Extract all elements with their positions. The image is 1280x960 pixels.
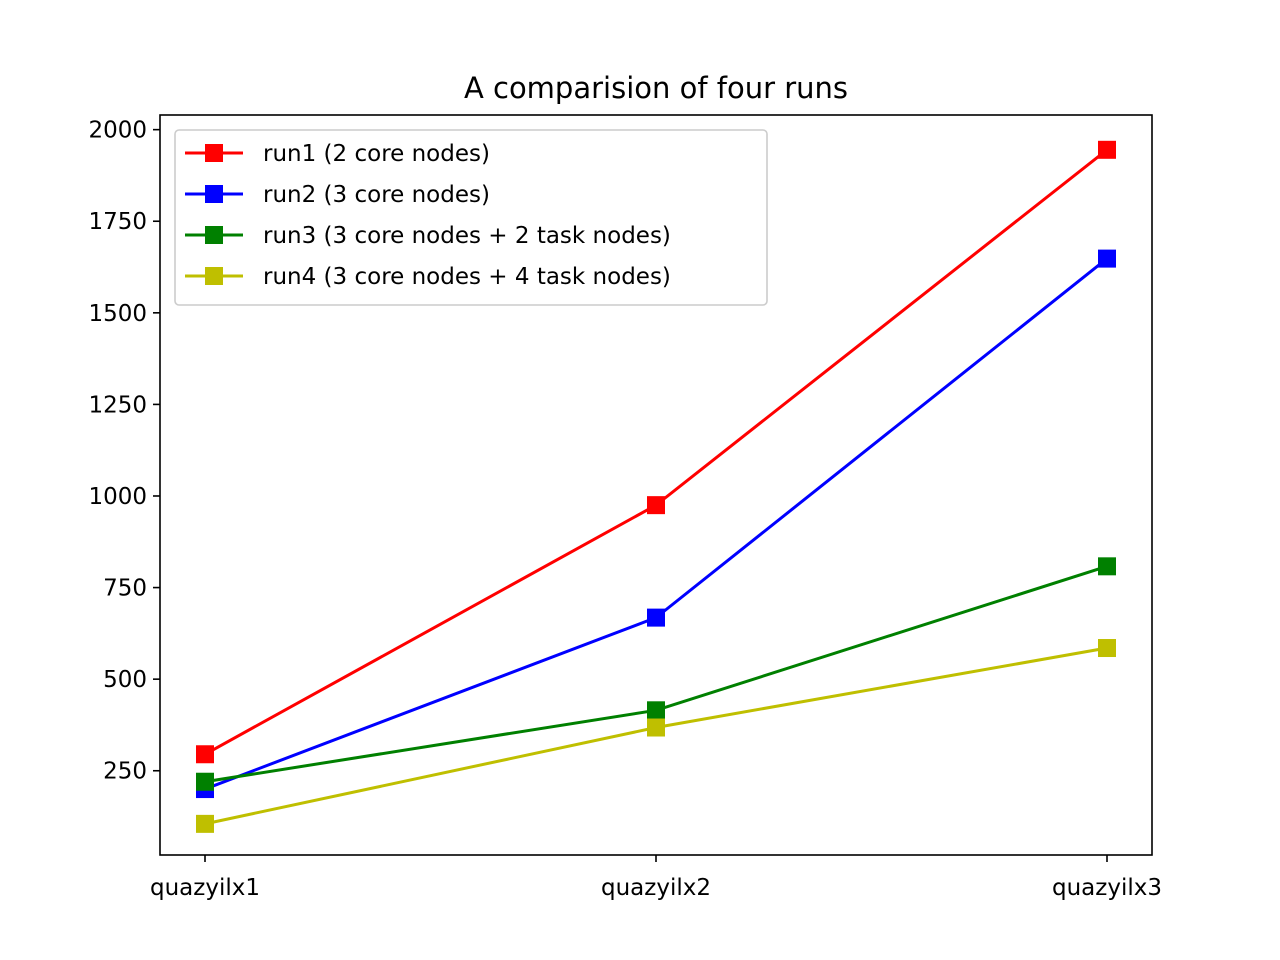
legend-item: run1 (2 core nodes) (185, 141, 490, 167)
data-point-marker (647, 496, 665, 515)
legend-marker (205, 267, 223, 285)
data-point-marker (647, 701, 665, 720)
data-point-marker (1098, 557, 1116, 576)
legend: run1 (2 core nodes) run2 (3 core nodes) ru… (174, 129, 768, 306)
y-tick-label: 1500 (88, 301, 147, 327)
y-tick-label: 2000 (88, 118, 147, 144)
y-tick-label: 1250 (88, 392, 147, 418)
y-tick-label: 250 (103, 759, 147, 785)
y-tick-label: 1000 (88, 484, 147, 510)
data-point-marker (1098, 140, 1116, 159)
chart-title: A comparision of four runs (464, 71, 848, 105)
legend-item: run4 (3 core nodes + 4 task nodes) (185, 264, 671, 290)
x-tick-label: quazyilx1 (150, 875, 260, 901)
data-point-marker (1098, 639, 1116, 658)
legend-box (174, 129, 768, 306)
x-axis: quazyilx1 quazyilx2 quazyilx3 (150, 855, 1162, 901)
x-tick-label: quazyilx2 (601, 875, 711, 901)
series-run4 (196, 639, 1116, 833)
data-point-marker (647, 718, 665, 737)
y-tick-label: 500 (103, 667, 147, 693)
y-axis: 250 500 750 1000 1250 1500 1750 2000 (88, 118, 160, 785)
legend-label: run4 (3 core nodes + 4 task nodes) (263, 264, 671, 290)
y-tick-label: 750 (103, 576, 147, 602)
legend-label: run1 (2 core nodes) (263, 141, 490, 167)
legend-item: run2 (3 core nodes) (185, 182, 490, 208)
series-layer (196, 140, 1116, 833)
y-tick-label: 1750 (88, 209, 147, 235)
legend-marker (205, 185, 223, 203)
series-run1 (196, 140, 1116, 764)
data-point-marker (1098, 249, 1116, 268)
series-run3 (196, 557, 1116, 791)
data-point-marker (647, 608, 665, 627)
legend-marker (205, 144, 223, 162)
data-point-marker (196, 814, 214, 833)
data-point-marker (196, 772, 214, 791)
legend-label: run2 (3 core nodes) (263, 182, 490, 208)
legend-label: run3 (3 core nodes + 2 task nodes) (263, 223, 671, 249)
legend-marker (205, 226, 223, 244)
legend-item: run3 (3 core nodes + 2 task nodes) (185, 223, 671, 249)
x-tick-label: quazyilx3 (1052, 875, 1162, 901)
data-point-marker (196, 745, 214, 764)
